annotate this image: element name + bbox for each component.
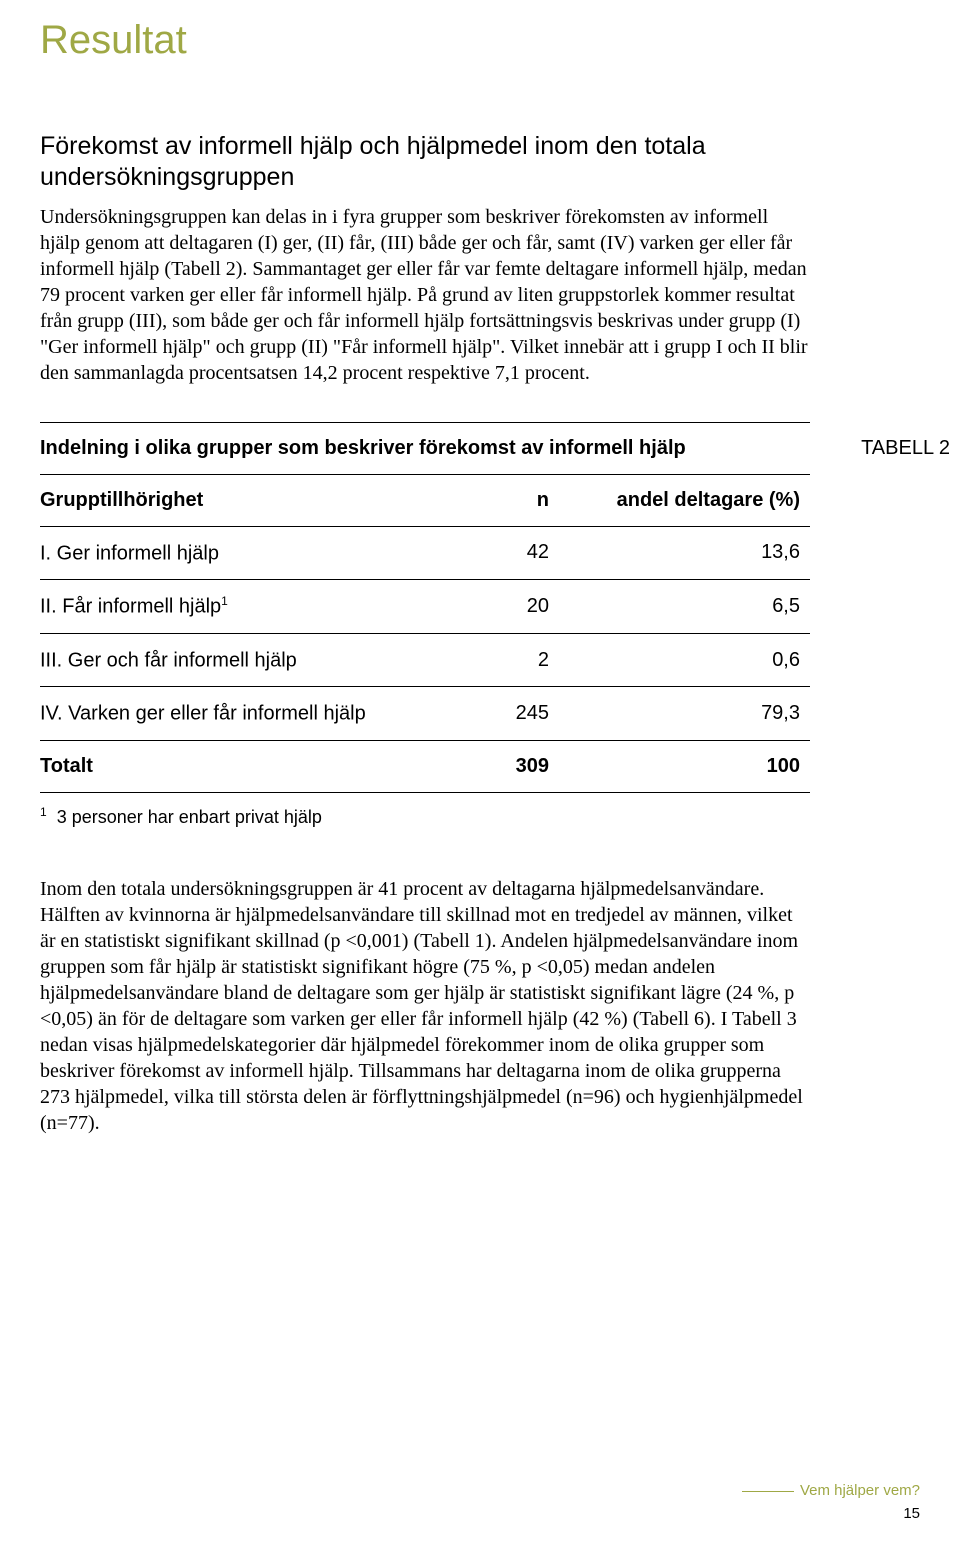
intro-paragraph: Undersökningsgruppen kan delas in i fyra… (40, 204, 810, 386)
cell-group: III. Ger och får informell hjälp (40, 633, 425, 687)
cell-n: 309 (425, 741, 579, 793)
cell-group: Totalt (40, 741, 425, 793)
header-n: n (425, 475, 579, 527)
cell-pct: 6,5 (579, 580, 810, 634)
header-pct: andel deltagare (%) (579, 475, 810, 527)
footer-title: Vem hjälper vem? (742, 1482, 920, 1499)
header-group: Grupptillhörighet (40, 475, 425, 527)
cell-group: I. Ger informell hjälp (40, 526, 425, 580)
cell-group: IV. Varken ger eller får informell hjälp (40, 687, 425, 741)
table-footnote: 1 3 personer har enbart privat hjälp (40, 793, 810, 828)
table-header-row: Grupptillhörighet n andel deltagare (%) (40, 475, 810, 527)
footnote-text: 3 personer har enbart privat hjälp (57, 807, 322, 827)
section-heading: Förekomst av informell hjälp och hjälpme… (40, 131, 740, 194)
page-title: Resultat (40, 18, 840, 63)
cell-n: 245 (425, 687, 579, 741)
cell-pct: 79,3 (579, 687, 810, 741)
table-2: Indelning i olika grupper som beskriver … (40, 422, 810, 829)
table-total-row: Totalt 309 100 (40, 741, 810, 793)
data-table: Grupptillhörighet n andel deltagare (%) … (40, 475, 810, 794)
footnote-marker: 1 (40, 805, 47, 819)
table-row: III. Ger och får informell hjälp 2 0,6 (40, 633, 810, 687)
table-row: II. Får informell hjälp1 20 6,5 (40, 580, 810, 634)
cell-pct: 0,6 (579, 633, 810, 687)
cell-n: 42 (425, 526, 579, 580)
cell-n: 20 (425, 580, 579, 634)
table-caption-row: Indelning i olika grupper som beskriver … (40, 422, 810, 475)
results-paragraph: Inom den totala undersökningsgruppen är … (40, 876, 810, 1136)
footer-page-number: 15 (742, 1505, 920, 1522)
cell-pct: 100 (579, 741, 810, 793)
page-footer: Vem hjälper vem? 15 (742, 1482, 920, 1522)
table-caption: Indelning i olika grupper som beskriver … (40, 437, 686, 460)
cell-group: II. Får informell hjälp1 (40, 580, 425, 634)
table-row: IV. Varken ger eller får informell hjälp… (40, 687, 810, 741)
table-label: TABELL 2 (861, 437, 950, 460)
table-row: I. Ger informell hjälp 42 13,6 (40, 526, 810, 580)
cell-pct: 13,6 (579, 526, 810, 580)
cell-n: 2 (425, 633, 579, 687)
